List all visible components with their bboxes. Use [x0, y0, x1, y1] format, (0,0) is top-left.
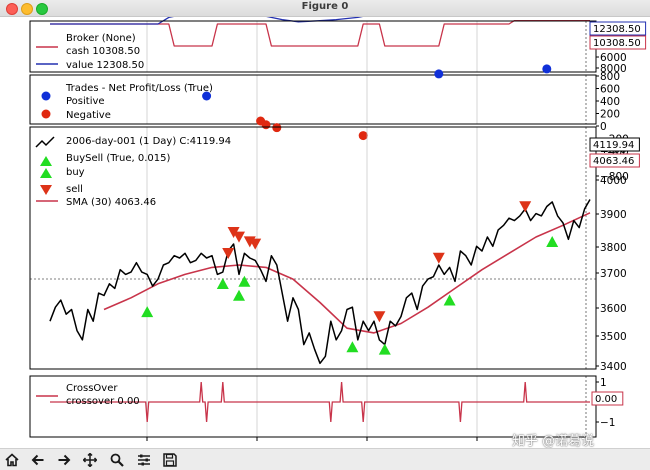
price-ytick-label: 3700 — [600, 268, 627, 280]
cash-legend-label: cash 10308.50 — [66, 46, 140, 57]
negative-legend-label: Negative — [66, 110, 111, 121]
navigation-toolbar — [0, 448, 650, 470]
sma-series-line — [103, 212, 591, 334]
buy-legend-label: buy — [66, 167, 85, 178]
value-series-line — [50, 0, 565, 25]
close-window-button[interactable] — [6, 3, 18, 15]
buysell-legend-marker — [40, 156, 52, 166]
trades-axes — [29, 74, 597, 125]
save-icon[interactable] — [161, 451, 179, 468]
trades-ytick-label: 600 — [600, 84, 620, 96]
sma-last-label-box — [589, 153, 640, 168]
sell-marker — [373, 311, 386, 323]
positive-trade-marker — [202, 91, 212, 101]
trades-legend-header: Trades - Net Profit/Loss (True) — [65, 83, 213, 94]
home-icon[interactable] — [3, 451, 21, 468]
price-ytick-label: 3500 — [600, 331, 627, 343]
price-ytick-label: 3800 — [600, 242, 627, 254]
negative-trade-marker — [261, 120, 271, 130]
value-last-label-box — [589, 21, 647, 36]
cash-series-line — [50, 19, 590, 47]
value-last-label: 12308.50 — [593, 24, 641, 35]
sma-legend-label: SMA (30) 4063.46 — [66, 197, 156, 208]
cash-last-label-box — [589, 35, 647, 50]
price-last-label: 4119.94 — [593, 140, 634, 151]
buy-marker — [238, 275, 251, 287]
price-ytick-label: 3900 — [600, 209, 627, 221]
zoom-window-button[interactable] — [36, 3, 48, 15]
crossover-last-label-box — [591, 391, 624, 406]
crossover-ytick-label: 1 — [600, 377, 607, 389]
configure-subplots-icon[interactable] — [135, 451, 153, 468]
price-ytick-label: 3400 — [600, 361, 627, 373]
sma-last-label: 4063.46 — [593, 156, 634, 167]
price-ytick-label: 3600 — [600, 303, 627, 315]
forward-arrow-icon[interactable] — [55, 451, 73, 468]
buy-marker — [378, 343, 391, 355]
watermark-text: 知乎 @诺葛说 — [512, 434, 595, 449]
negative-trade-marker — [272, 123, 282, 133]
positive-trade-marker — [434, 69, 444, 79]
buy-marker — [233, 289, 245, 301]
window-title: Figure 0 — [301, 1, 349, 12]
broker-ytick-label: 6000 — [600, 52, 627, 64]
buy-marker — [141, 306, 154, 318]
zoom-icon[interactable] — [108, 451, 126, 468]
back-arrow-icon[interactable] — [29, 451, 47, 468]
positive-legend-marker — [41, 91, 51, 101]
price-series-line — [49, 199, 591, 365]
figure-canvas[interactable]: Broker (None) cash 10308.50 value 12308.50… — [0, 0, 650, 448]
broker-legend-header: Broker (None) — [66, 33, 136, 44]
sell-legend-marker — [40, 185, 52, 195]
trades-ytick-label: 200 — [600, 109, 620, 121]
price-axes — [29, 126, 597, 370]
buy-marker — [546, 235, 559, 247]
pan-icon[interactable] — [81, 451, 99, 468]
negative-trade-marker — [358, 131, 368, 141]
price-legend-line — [35, 136, 55, 148]
sell-marker — [519, 201, 532, 213]
cash-last-label: 10308.50 — [593, 38, 641, 49]
price-last-label-box — [589, 137, 640, 152]
sell-marker — [233, 231, 245, 243]
crossover-legend-header: CrossOver — [66, 383, 118, 394]
crossover-axes — [29, 375, 597, 438]
sell-marker — [432, 252, 445, 264]
price-legend-label: 2006-day-001 (1 Day) C:4119.94 — [66, 136, 231, 147]
buy-marker — [443, 294, 456, 306]
trades-ytick-label: 0 — [600, 121, 607, 133]
crossover-series-line — [50, 381, 590, 423]
figure-plot: Broker (None) cash 10308.50 value 12308.50… — [29, 0, 647, 441]
buy-marker — [216, 278, 229, 290]
minimize-window-button[interactable] — [21, 3, 33, 15]
price-ytick-label: 4000 — [600, 175, 627, 187]
positive-trade-marker — [542, 64, 552, 74]
buy-marker — [346, 341, 359, 353]
trades-ytick-label: −800 — [600, 171, 629, 183]
trades-ytick-label: 400 — [600, 96, 620, 108]
broker-ytick-label: 8000 — [600, 63, 627, 75]
negative-legend-marker — [41, 109, 51, 119]
positive-legend-label: Positive — [66, 96, 105, 107]
trades-ytick-label: 800 — [600, 71, 620, 83]
value-legend-label: value 12308.50 — [66, 60, 144, 71]
sell-legend-label: sell — [66, 184, 83, 195]
buy-legend-marker — [40, 168, 52, 178]
window-titlebar: Figure 0 — [0, 0, 650, 17]
crossover-ytick-label: −1 — [600, 417, 615, 429]
sell-marker — [249, 238, 262, 250]
buysell-legend-label: BuySell (True, 0.015) — [66, 153, 170, 164]
crossover-legend-label: crossover 0.00 — [66, 396, 140, 407]
crossover-last-label: 0.00 — [595, 394, 617, 405]
sell-marker — [222, 248, 235, 260]
